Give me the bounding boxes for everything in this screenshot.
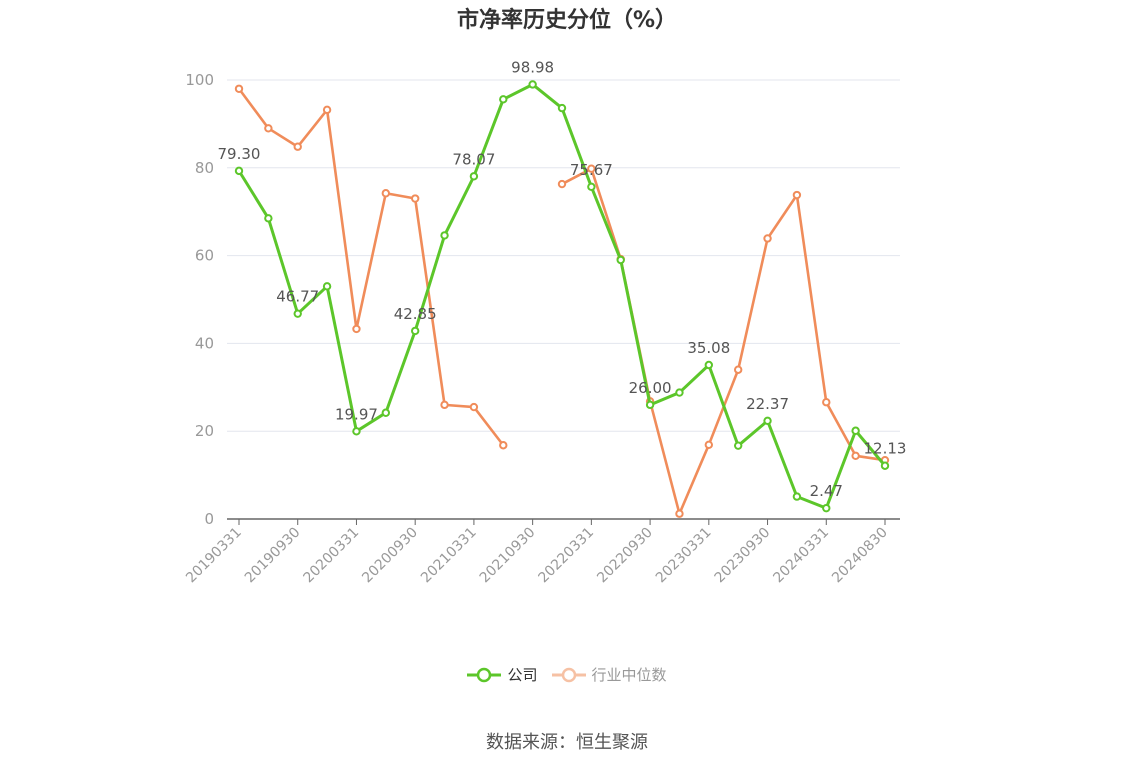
- data-point-industry: [469, 402, 479, 412]
- x-tick-label: 20230930: [712, 525, 774, 587]
- axes: 0 20 40 60 80 100 2019033120190930202003312020…: [183, 71, 900, 586]
- data-point-industry: [675, 509, 684, 518]
- data-point-industry: [440, 400, 449, 410]
- x-tick-label: 20190331: [183, 525, 245, 587]
- legend-item-industry[interactable]: 行业中位数: [551, 664, 667, 685]
- y-tick-label: 40: [195, 334, 214, 352]
- series-line-company: [237, 82, 887, 510]
- data-point-company: [322, 282, 332, 291]
- x-tick-label: 20200331: [301, 525, 363, 587]
- series-line-industry: [237, 88, 886, 516]
- data-point-company: [352, 427, 361, 436]
- data-point-company: [440, 231, 449, 240]
- x-tick-label: 20220930: [594, 525, 656, 587]
- data-point-industry: [293, 142, 302, 151]
- x-tick-label: 20210331: [418, 525, 480, 587]
- data-point-industry: [704, 440, 714, 450]
- data-point-company: [645, 400, 655, 410]
- line-chart: 0 20 40 60 80 100 2019033120190930202003312020…: [183, 58, 907, 586]
- data-label: 42.85: [394, 305, 437, 323]
- data-point-industry: [381, 189, 391, 198]
- data-point-industry: [733, 365, 743, 374]
- y-tick-label: 20: [195, 422, 214, 440]
- data-point-company: [528, 80, 537, 89]
- data-point-company: [587, 182, 596, 192]
- x-tick-label: 20210930: [477, 525, 539, 587]
- data-label: 2.47: [810, 482, 843, 500]
- data-point-company: [733, 441, 743, 450]
- data-label: 26.00: [629, 379, 672, 397]
- data-point-industry: [557, 179, 567, 189]
- data-point-industry: [499, 441, 508, 450]
- data-label: 46.77: [276, 288, 319, 306]
- data-point-industry: [822, 398, 831, 407]
- data-point-industry: [234, 84, 244, 93]
- data-point-industry: [264, 124, 273, 133]
- data-point-company: [557, 103, 567, 113]
- x-tick-label: 20230331: [653, 525, 715, 587]
- data-point-company: [616, 255, 625, 265]
- data-point-company: [822, 503, 831, 513]
- data-label: 79.30: [218, 145, 261, 163]
- data-point-company: [763, 416, 772, 425]
- chart-title: 市净率历史分位（%）: [456, 8, 678, 33]
- y-tick-label: 0: [204, 510, 214, 528]
- y-tick-label: 100: [185, 71, 214, 89]
- data-point-company: [792, 492, 802, 501]
- data-point-company: [704, 360, 714, 370]
- data-label: 19.97: [335, 405, 378, 423]
- x-tick-label: 20200930: [359, 525, 421, 587]
- grid-lines: [227, 79, 900, 432]
- y-tick-label: 60: [195, 247, 214, 265]
- data-label: 22.37: [746, 395, 789, 413]
- legend-company-icon: [467, 667, 502, 682]
- legend-label-industry: 行业中位数: [591, 666, 667, 684]
- data-point-industry: [322, 105, 332, 115]
- data-label: 12.13: [864, 440, 907, 458]
- x-tick-label: 20240331: [770, 525, 832, 587]
- data-point-industry: [851, 451, 860, 460]
- data-point-company: [293, 309, 302, 318]
- data-point-company: [499, 95, 508, 104]
- legend-label-company: 公司: [507, 666, 538, 684]
- x-tick-label: 20220331: [535, 525, 597, 587]
- data-source: 数据来源：恒生聚源: [486, 732, 648, 753]
- data-point-company: [410, 326, 420, 336]
- x-tick-label: 20240830: [829, 525, 891, 587]
- data-point-company: [675, 388, 684, 397]
- legend-item-company[interactable]: 公司: [467, 664, 538, 685]
- data-point-industry: [352, 324, 361, 334]
- data-point-industry: [763, 234, 772, 243]
- y-tick-label: 80: [195, 159, 214, 177]
- data-label: 98.98: [511, 58, 554, 76]
- data-label: 35.08: [687, 339, 730, 357]
- data-label: 75.67: [570, 161, 613, 179]
- data-point-industry: [410, 194, 420, 203]
- data-point-company: [381, 408, 391, 417]
- data-label: 78.07: [452, 150, 495, 168]
- data-labels: 79.30 46.77 19.97 42.85 78.07 98.98 75.67 26.00…: [218, 58, 907, 500]
- data-point-company: [851, 426, 860, 435]
- data-point-industry: [587, 164, 596, 173]
- data-point-company: [234, 166, 244, 176]
- legend: 公司 行业中位数: [0, 664, 1134, 685]
- data-point-company: [469, 172, 479, 181]
- data-point-industry: [792, 190, 802, 200]
- data-point-company: [264, 214, 273, 223]
- legend-industry-icon: [551, 667, 586, 682]
- series-lines: [234, 80, 890, 518]
- data-point-company: [880, 461, 890, 470]
- x-tick-label: 20190930: [242, 525, 304, 587]
